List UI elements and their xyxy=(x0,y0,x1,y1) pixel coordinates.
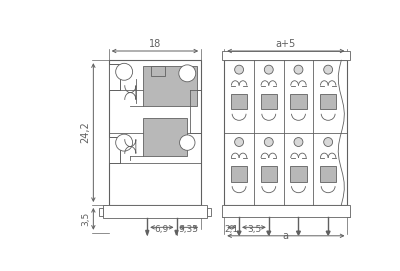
Circle shape xyxy=(324,138,333,147)
Bar xyxy=(206,208,211,216)
Text: 18: 18 xyxy=(149,39,161,49)
Bar xyxy=(290,166,307,182)
Bar xyxy=(151,66,165,76)
Bar xyxy=(144,66,197,107)
Bar xyxy=(231,93,247,109)
Circle shape xyxy=(116,63,133,80)
Text: a+5: a+5 xyxy=(276,39,296,49)
Polygon shape xyxy=(326,231,330,235)
Bar xyxy=(320,93,336,109)
Text: a: a xyxy=(283,231,289,241)
Circle shape xyxy=(180,135,195,150)
Circle shape xyxy=(235,65,244,74)
Polygon shape xyxy=(109,137,120,163)
Bar xyxy=(99,208,103,216)
Circle shape xyxy=(179,65,196,82)
Circle shape xyxy=(294,65,303,74)
Bar xyxy=(290,93,307,109)
Polygon shape xyxy=(175,230,178,235)
Bar xyxy=(102,205,207,218)
Text: 6,9: 6,9 xyxy=(155,225,169,234)
Bar xyxy=(222,205,350,217)
Bar xyxy=(261,166,277,182)
Circle shape xyxy=(294,138,303,147)
Bar xyxy=(109,60,201,205)
Circle shape xyxy=(324,65,333,74)
Circle shape xyxy=(235,138,244,147)
Polygon shape xyxy=(267,231,271,235)
Bar xyxy=(231,166,247,182)
Bar xyxy=(222,51,350,60)
Circle shape xyxy=(264,138,273,147)
Polygon shape xyxy=(237,231,241,235)
Circle shape xyxy=(264,65,273,74)
Polygon shape xyxy=(146,230,149,235)
Polygon shape xyxy=(296,231,300,235)
Bar xyxy=(320,166,336,182)
Circle shape xyxy=(116,134,133,151)
Text: 9,35: 9,35 xyxy=(179,225,199,234)
Bar xyxy=(144,118,187,156)
Bar xyxy=(261,93,277,109)
Text: 3,5: 3,5 xyxy=(81,212,90,226)
Text: 2,1: 2,1 xyxy=(225,225,239,234)
Polygon shape xyxy=(109,64,120,89)
Text: 3,5: 3,5 xyxy=(247,225,261,234)
Text: 24,2: 24,2 xyxy=(80,122,90,144)
Bar xyxy=(224,60,348,205)
